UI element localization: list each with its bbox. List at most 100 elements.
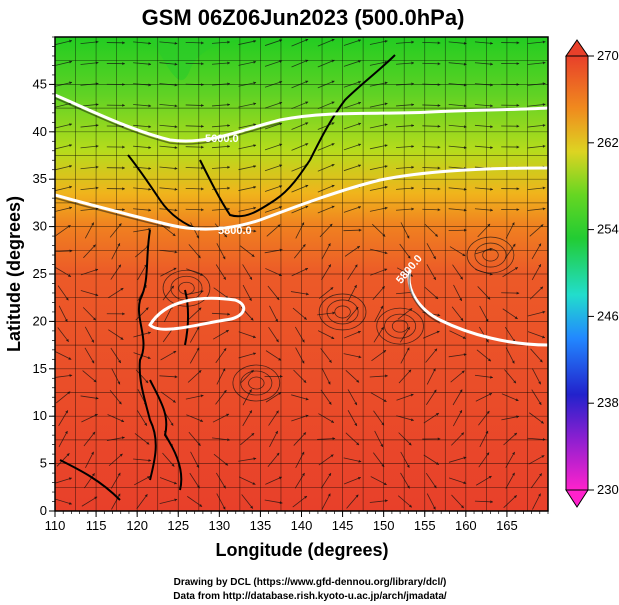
streamline-arrowhead xyxy=(95,165,99,169)
streamline-arrowhead xyxy=(253,39,257,43)
streamline-arrowhead xyxy=(201,208,204,212)
streamline-arrowhead xyxy=(122,312,125,316)
streamline-segment xyxy=(527,145,546,149)
streamline-segment xyxy=(343,229,362,232)
streamline-arrowhead xyxy=(222,506,226,510)
streamline-arrowhead xyxy=(358,60,361,63)
streamline-arrowhead xyxy=(91,222,94,226)
streamline-arrowhead xyxy=(148,145,152,150)
streamline-segment xyxy=(426,368,436,385)
streamline-segment xyxy=(347,264,358,280)
streamline-segment xyxy=(80,103,99,107)
streamline-segment xyxy=(159,249,178,253)
streamline-arrowhead xyxy=(435,413,439,416)
streamline-arrowhead xyxy=(196,326,200,330)
streamline-arrowhead xyxy=(95,293,99,297)
streamline-arrowhead xyxy=(383,350,387,353)
streamline-segment xyxy=(423,412,440,424)
x-tick-label: 145 xyxy=(332,518,354,533)
streamline-segment xyxy=(83,244,96,259)
y-axis-ticks: 0 5 10 15 20 25 30 35 40 45 xyxy=(33,36,55,518)
streamline-arrowhead xyxy=(279,501,283,505)
streamline-segment xyxy=(187,369,202,383)
vortex-ring xyxy=(326,299,359,325)
streamline-segment xyxy=(265,350,282,361)
streamline-arrowhead xyxy=(437,103,441,108)
streamline-segment xyxy=(400,222,410,239)
streamline-segment xyxy=(448,353,467,358)
streamline-arrowhead xyxy=(305,205,309,209)
streamline-arrowhead xyxy=(69,164,72,168)
streamline-arrowhead xyxy=(384,144,388,148)
streamline-segment xyxy=(238,207,257,212)
streamline-arrowhead xyxy=(248,297,252,301)
streamline-segment xyxy=(160,391,176,403)
streamline-segment xyxy=(295,347,305,364)
streamline-segment xyxy=(422,146,441,148)
streamline-arrowhead xyxy=(174,498,178,502)
streamline-arrowhead xyxy=(463,353,467,357)
streamline-segment xyxy=(80,290,99,296)
streamline-segment xyxy=(265,476,282,485)
streamline-arrowhead xyxy=(538,243,542,247)
streamline-segment xyxy=(422,187,441,190)
streamline-segment xyxy=(80,145,99,149)
streamline-segment xyxy=(80,166,99,170)
streamline-arrowhead xyxy=(145,307,149,311)
streamline-segment xyxy=(160,350,177,361)
streamline-arrowhead xyxy=(305,184,309,188)
streamline-arrowhead xyxy=(357,330,361,334)
streamline-arrowhead xyxy=(69,123,72,127)
streamline-arrowhead xyxy=(227,144,230,149)
asia-coast xyxy=(138,229,157,481)
streamline-segment xyxy=(189,347,200,364)
streamline-arrowhead xyxy=(120,288,124,291)
streamline-segment xyxy=(216,243,226,260)
streamline-segment xyxy=(529,286,544,300)
streamline-arrowhead xyxy=(328,401,332,405)
streamline-arrowhead xyxy=(432,506,436,510)
streamline-segment xyxy=(452,389,463,406)
streamline-arrowhead xyxy=(358,39,361,43)
streamline-segment xyxy=(133,41,152,44)
streamline-arrowhead xyxy=(148,166,152,170)
streamline-segment xyxy=(84,326,95,343)
vortex-ring xyxy=(482,248,499,262)
streamline-arrowhead xyxy=(516,62,520,66)
streamline-arrowhead xyxy=(249,276,252,280)
streamline-segment xyxy=(317,205,335,214)
streamline-segment xyxy=(238,352,257,359)
streamline-segment xyxy=(527,41,546,45)
streamline-segment xyxy=(185,125,204,127)
streamline-arrowhead xyxy=(148,62,152,66)
streamline-segment xyxy=(162,285,175,301)
streamline-arrowhead xyxy=(542,207,546,211)
streamline-segment xyxy=(55,498,72,505)
streamline-segment xyxy=(133,145,152,149)
streamline-arrowhead xyxy=(251,253,255,257)
streamline-arrowhead xyxy=(122,62,125,66)
streamline-segment xyxy=(238,40,257,45)
streamline-segment xyxy=(399,326,411,343)
streamline-arrowhead xyxy=(490,62,493,66)
streamline-segment xyxy=(400,451,410,468)
streamline-arrowhead xyxy=(380,443,384,447)
streamline-arrowhead xyxy=(64,431,68,435)
streamline-arrowhead xyxy=(201,41,204,45)
streamline-arrowhead xyxy=(437,83,441,87)
streamline-segment xyxy=(422,104,441,106)
streamline-segment xyxy=(269,430,279,448)
streamline-arrowhead xyxy=(511,222,515,226)
streamline-arrowhead xyxy=(196,485,200,489)
streamline-segment xyxy=(477,286,491,300)
streamline-arrowhead xyxy=(327,381,331,385)
streamline-arrowhead xyxy=(381,464,385,468)
streamline-segment xyxy=(531,389,542,406)
streamline-arrowhead xyxy=(490,104,493,108)
streamline-segment xyxy=(530,348,543,363)
streamline-segment xyxy=(107,414,125,423)
streamline-arrowhead xyxy=(380,305,384,309)
streamline-segment xyxy=(185,394,204,400)
streamline-arrowhead xyxy=(68,477,72,481)
streamline-arrowhead xyxy=(356,379,360,383)
